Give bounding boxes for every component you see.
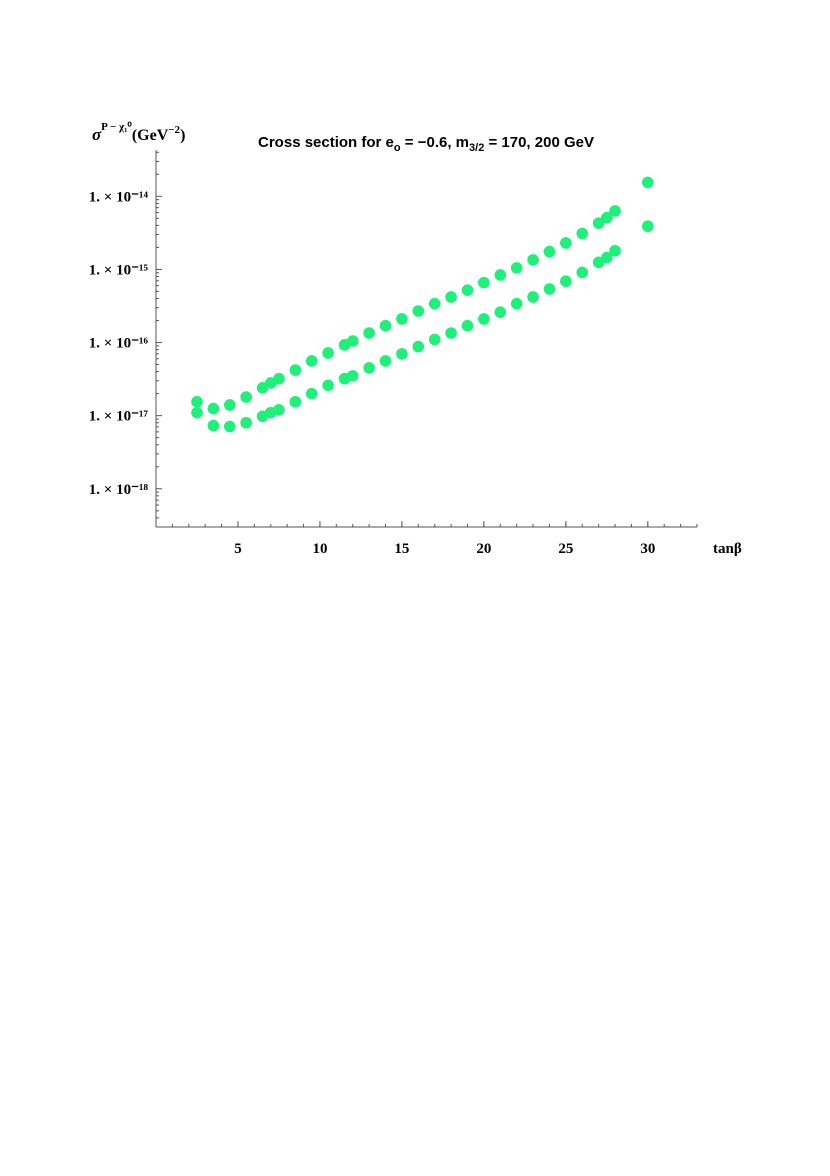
point bbox=[379, 319, 392, 332]
point bbox=[363, 327, 375, 339]
label-part: σ bbox=[92, 125, 102, 144]
point bbox=[322, 379, 334, 392]
point bbox=[494, 306, 507, 319]
point bbox=[560, 237, 572, 249]
title-part: Cross section for e bbox=[258, 134, 394, 151]
point bbox=[527, 254, 539, 266]
title-part: = 170, 200 GeV bbox=[484, 134, 594, 151]
point bbox=[592, 217, 605, 229]
point bbox=[289, 364, 302, 376]
point bbox=[461, 319, 474, 332]
x-axis-label: tanβ bbox=[713, 541, 742, 557]
y-tick-label: 1. × 10⁻¹⁵ bbox=[89, 262, 149, 278]
point bbox=[273, 404, 285, 416]
point bbox=[346, 370, 359, 382]
label-part: ) bbox=[180, 127, 185, 144]
point bbox=[527, 291, 539, 303]
x-tick-label: 15 bbox=[394, 541, 409, 557]
x-tick-label: 25 bbox=[558, 541, 573, 557]
point bbox=[240, 416, 252, 429]
point bbox=[510, 262, 523, 274]
y-tick-label: 1. × 10⁻¹⁷ bbox=[89, 409, 149, 425]
point bbox=[207, 402, 220, 415]
x-tick-label: 5 bbox=[234, 541, 242, 557]
point bbox=[445, 327, 457, 339]
point bbox=[305, 355, 318, 367]
point bbox=[363, 362, 375, 374]
point bbox=[510, 297, 523, 310]
point bbox=[428, 333, 441, 346]
point bbox=[396, 313, 408, 325]
x-tick-label: 30 bbox=[640, 541, 655, 557]
x-tick-label: 10 bbox=[312, 541, 327, 557]
point bbox=[609, 244, 621, 257]
point bbox=[191, 395, 203, 408]
point bbox=[273, 372, 285, 385]
label-part: P − χ₁⁰ bbox=[101, 121, 132, 133]
point bbox=[543, 245, 556, 258]
point bbox=[305, 387, 318, 400]
y-tick-label: 1. × 10⁻¹⁸ bbox=[89, 482, 149, 498]
x-tick-label: 20 bbox=[476, 541, 491, 557]
point bbox=[576, 227, 589, 240]
point bbox=[601, 251, 613, 264]
label-part: −2 bbox=[168, 124, 180, 136]
point bbox=[322, 347, 334, 359]
point bbox=[428, 297, 441, 310]
point bbox=[445, 291, 457, 303]
point bbox=[379, 355, 392, 367]
point bbox=[396, 348, 408, 360]
point bbox=[494, 269, 507, 281]
point bbox=[461, 284, 474, 296]
point bbox=[191, 406, 203, 419]
point bbox=[642, 176, 654, 189]
title-part: o bbox=[394, 142, 401, 154]
point bbox=[642, 220, 654, 233]
point bbox=[346, 335, 359, 347]
point bbox=[576, 266, 589, 279]
y-tick-label: 1. × 10⁻¹⁴ bbox=[89, 189, 149, 205]
point bbox=[478, 276, 490, 289]
point bbox=[478, 313, 490, 325]
chart-title: Cross section for eo = −0.6, m3/2 = 170,… bbox=[258, 134, 594, 154]
y-axis-label: σP − χ₁⁰(GeV−2) bbox=[92, 121, 185, 144]
point bbox=[560, 275, 572, 288]
point bbox=[412, 340, 425, 353]
point bbox=[240, 391, 252, 403]
point bbox=[412, 305, 425, 317]
label-part: (GeV bbox=[132, 127, 169, 144]
point bbox=[543, 283, 556, 295]
point bbox=[601, 211, 613, 224]
point bbox=[223, 399, 236, 411]
y-tick-label: 1. × 10⁻¹⁶ bbox=[89, 336, 149, 352]
point bbox=[609, 205, 621, 217]
title-part: = −0.6, m bbox=[401, 134, 469, 151]
point bbox=[223, 420, 236, 433]
point bbox=[289, 395, 302, 408]
title-part: 3/2 bbox=[469, 142, 484, 154]
point bbox=[207, 419, 220, 432]
